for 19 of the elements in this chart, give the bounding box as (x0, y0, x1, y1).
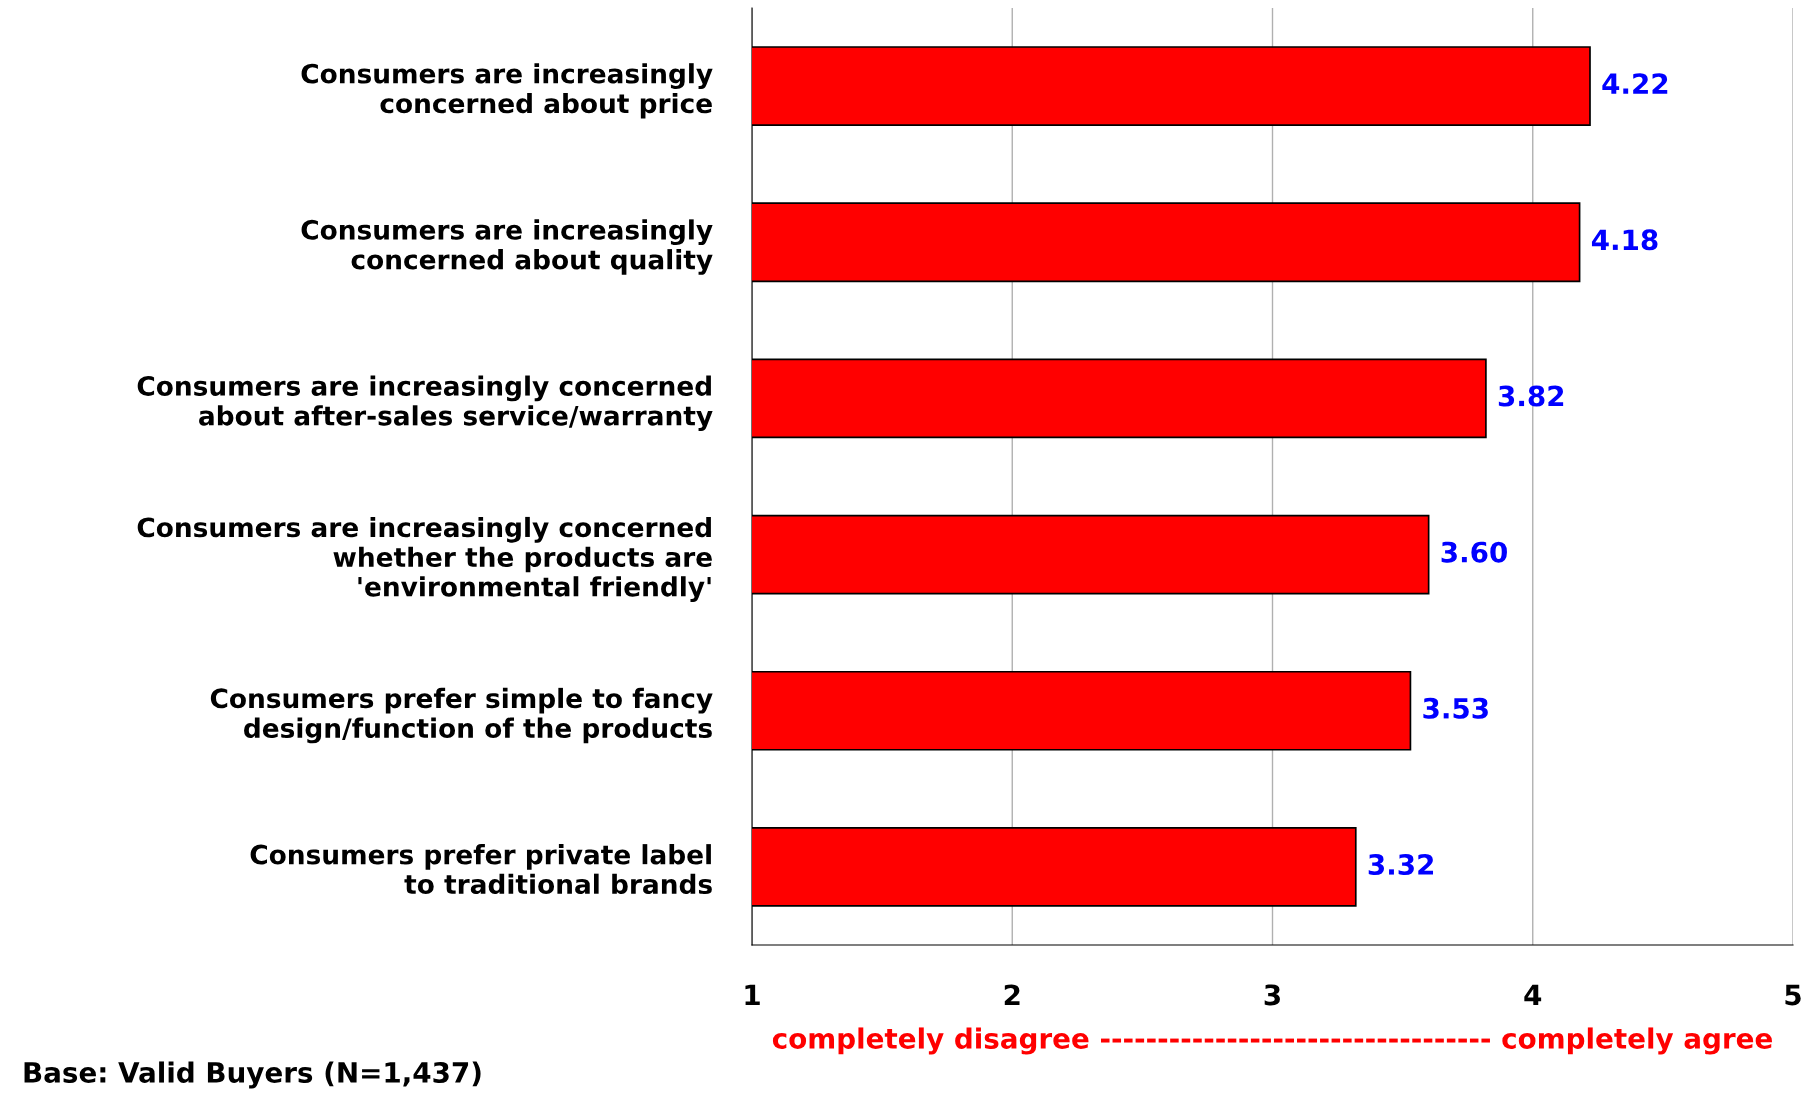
data-label: 3.53 (1423, 697, 1488, 719)
data-label: 4.18 (1591, 229, 1658, 251)
x-tick-label: 4 (1524, 984, 1542, 1005)
data-label: 4.22 (1602, 73, 1668, 94)
x-axis-title: completely disagree ---------------------------------- completely agree (772, 1027, 1772, 1055)
x-tick-label: 5 (1785, 984, 1801, 1006)
y-tick-label: Consumers are increasingly concerned about after-sales service/warranty (137, 375, 713, 432)
data-label: 3.82 (1498, 385, 1564, 407)
x-tick-label: 3 (1264, 984, 1280, 1006)
y-tick-label: Consumers are increasingly concerned whether the products are 'environmental friendly' (137, 516, 712, 602)
text: Base: Valid Buyers (N=1,437) (24, 1061, 481, 1089)
y-tick-label: Consumers are increasingly concerned about quality (301, 219, 713, 275)
data-label: 3.60 (1441, 541, 1507, 563)
x-tick-label: 2 (1004, 984, 1020, 1005)
y-tick-label: Consumers prefer simple to fancy design/function of the products (210, 687, 713, 744)
y-tick-label: Consumers are increasingly concerned about price (301, 63, 713, 119)
y-tick-label: Consumers prefer private label to traditional brands (250, 844, 712, 895)
x-tick-label: 1 (745, 984, 760, 1005)
data-label: 3.32 (1368, 853, 1434, 875)
